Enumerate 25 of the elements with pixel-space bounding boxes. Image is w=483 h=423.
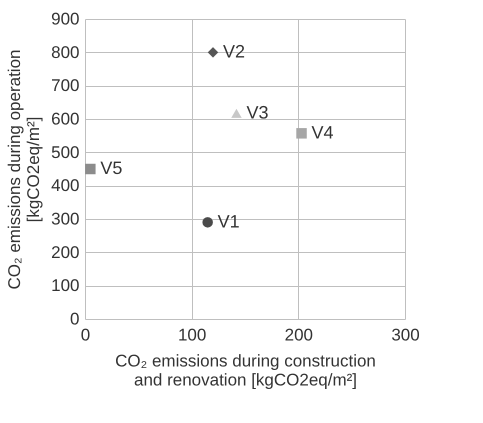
point: [231, 108, 242, 118]
series-label: V1: [218, 211, 240, 232]
y-tick-label: 300: [51, 210, 80, 228]
y-tick-label: 0: [70, 310, 80, 328]
series-label: V5: [100, 158, 122, 178]
point: [85, 164, 96, 174]
x-tick-label: 300: [391, 326, 420, 344]
point: [296, 128, 307, 139]
y-tick-label: 700: [51, 76, 80, 96]
y-tick-label: 500: [51, 142, 80, 162]
x-tick-label: 100: [178, 326, 206, 344]
y-tick-label: 400: [51, 176, 80, 196]
y-axis-title: CO₂ emissions during operation [kgCO2eq/m²]: [5, 50, 44, 290]
y-tick-label: 100: [51, 276, 80, 296]
series-label: V4: [312, 122, 334, 142]
x-tick-label: 200: [284, 326, 314, 344]
y-tick-label: 900: [51, 10, 80, 28]
series-label: V2: [223, 41, 246, 62]
y-tick-label: 600: [51, 110, 80, 128]
y-tick-label: 800: [51, 42, 80, 62]
x-axis-title: CO₂ emissions during construction and renovation [kgCO2eq/m²]: [115, 352, 376, 390]
series-label: V3: [246, 102, 268, 122]
point: [202, 217, 213, 228]
point: [208, 47, 218, 58]
y-tick-label: 200: [51, 242, 80, 262]
